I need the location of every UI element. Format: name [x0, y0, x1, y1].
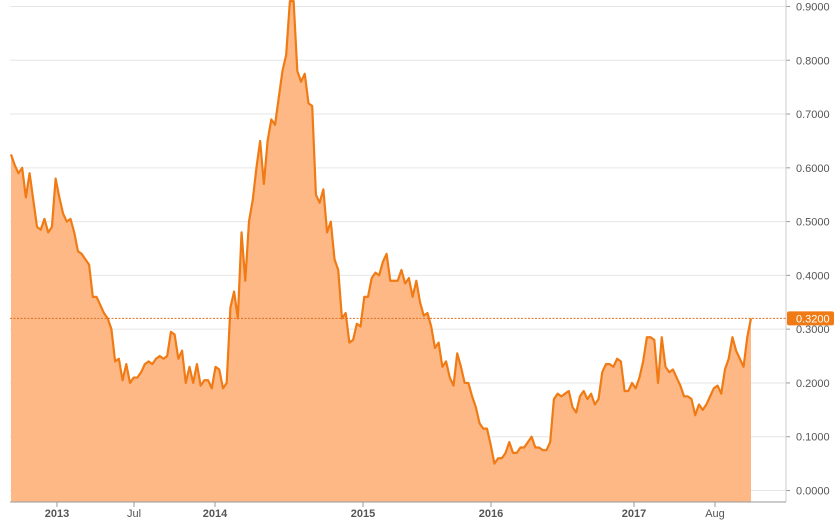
current-value-badge	[787, 311, 834, 326]
y-tick-label: 0.2000	[796, 378, 830, 390]
x-tick-label: 2015	[351, 508, 375, 520]
y-tick-label: 0.8000	[796, 55, 830, 67]
current-value-label: 0.3200	[796, 313, 830, 325]
series-layer	[9, 0, 753, 502]
x-tick-label: 2017	[622, 508, 646, 520]
y-tick-label: 0.0000	[796, 486, 830, 498]
x-tick-label: 2016	[479, 508, 503, 520]
x-tick-label: 2014	[203, 508, 228, 520]
y-axis: 0.0000 0.1000 0.2000 0.3000 0.4000 0.5000 0.60…	[785, 0, 830, 502]
y-tick-label: 0.9000	[796, 1, 830, 13]
y-tick-label: 0.6000	[796, 163, 830, 175]
x-axis: 2013 Jul 2014 2015 2016 2017 Aug	[10, 501, 786, 520]
y-tick-label: 0.7000	[796, 109, 830, 121]
x-tick-label: Aug	[705, 508, 725, 520]
y-tick-label: 0.3000	[796, 324, 830, 336]
y-tick-label: 0.4000	[796, 270, 830, 282]
y-tick-label: 0.1000	[796, 432, 830, 444]
current-value-marker: 0.3200	[10, 311, 834, 326]
y-tick-label: 0.5000	[796, 217, 830, 229]
x-tick-label: 2013	[45, 508, 69, 520]
x-tick-label: Jul	[127, 508, 141, 520]
series-line	[9, 0, 753, 465]
series-area-fill	[11, 1, 751, 502]
